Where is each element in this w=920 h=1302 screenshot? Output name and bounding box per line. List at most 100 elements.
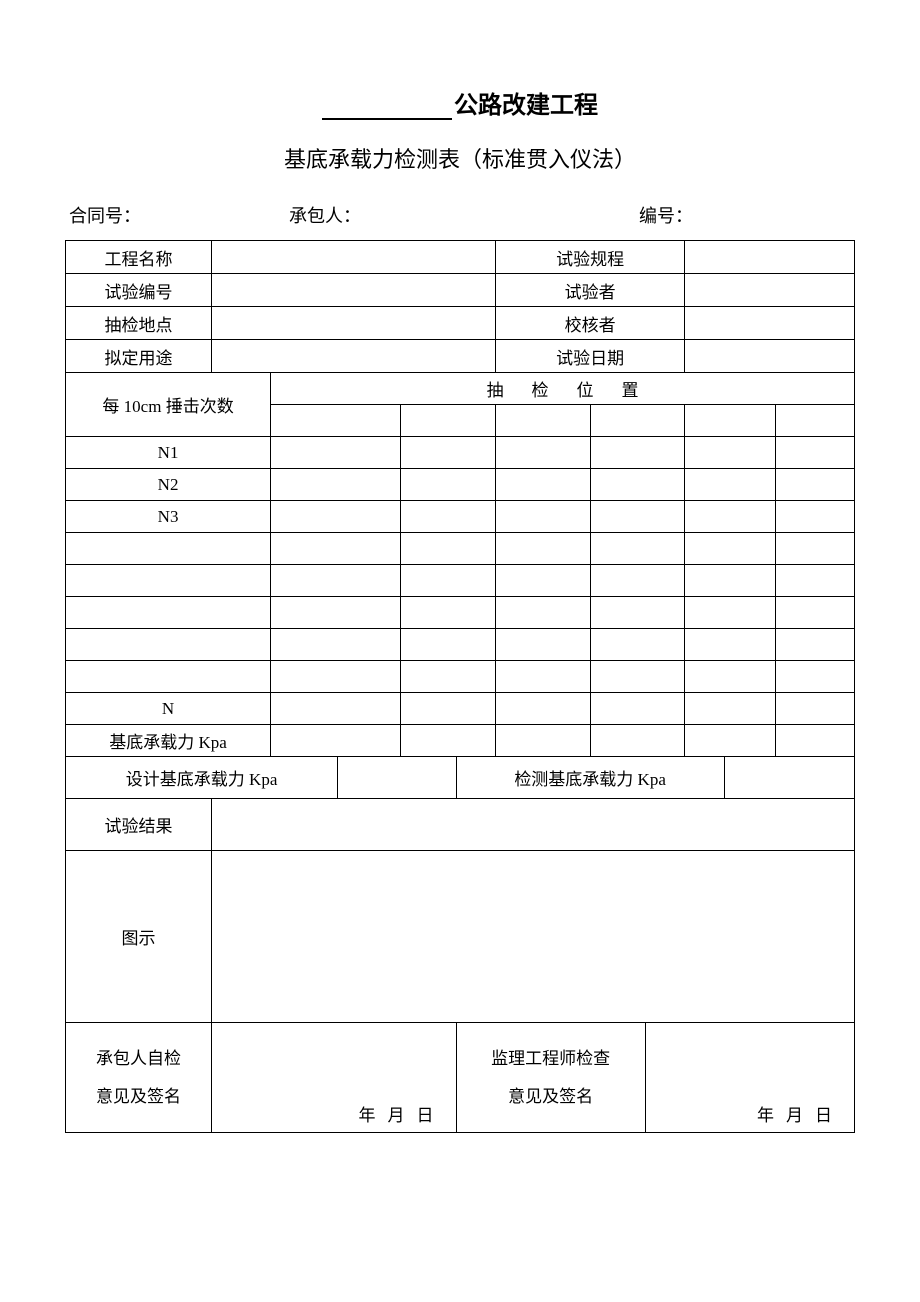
cell-empty bbox=[271, 469, 401, 501]
cell-empty bbox=[775, 565, 854, 597]
cell-n2: N2 bbox=[66, 469, 271, 501]
cell-empty bbox=[401, 437, 496, 469]
cell-test-date: 试验日期 bbox=[495, 340, 684, 373]
cell-empty bbox=[401, 597, 496, 629]
cell-empty bbox=[685, 437, 776, 469]
cell-empty bbox=[590, 725, 685, 757]
cell-contractor-sign: 承包人自检 意见及签名 bbox=[66, 1023, 212, 1133]
cell-empty bbox=[685, 501, 776, 533]
cell-supervisor-sign: 监理工程师检查 意见及签名 bbox=[456, 1023, 645, 1133]
cell-empty bbox=[495, 437, 590, 469]
cell-empty bbox=[401, 629, 496, 661]
cell-empty bbox=[685, 597, 776, 629]
cell-empty bbox=[401, 725, 496, 757]
cell-empty bbox=[775, 629, 854, 661]
supervisor-sign-line2: 意见及签名 bbox=[508, 1087, 593, 1106]
cell-empty bbox=[590, 565, 685, 597]
cell-tester: 试验者 bbox=[495, 274, 684, 307]
cell-empty bbox=[495, 661, 590, 693]
cell-test-number: 试验编号 bbox=[66, 274, 212, 307]
table-row: 试验编号 试验者 bbox=[66, 274, 855, 307]
cell-empty bbox=[66, 661, 271, 693]
cell-empty bbox=[590, 629, 685, 661]
cell-empty bbox=[685, 661, 776, 693]
table-row bbox=[66, 597, 855, 629]
cell-empty bbox=[66, 629, 271, 661]
number-label: 编号： bbox=[639, 202, 851, 228]
cell-empty bbox=[590, 437, 685, 469]
table-row bbox=[66, 661, 855, 693]
cell-supervisor-date: 年月日 bbox=[645, 1023, 854, 1133]
cell-empty bbox=[271, 661, 401, 693]
cell-empty bbox=[590, 533, 685, 565]
cell-test-spec: 试验规程 bbox=[495, 241, 684, 274]
cell-empty bbox=[271, 629, 401, 661]
cell-empty bbox=[685, 565, 776, 597]
supervisor-sign-line1: 监理工程师检查 bbox=[491, 1049, 610, 1068]
cell-hammer-count: 每 10cm 捶击次数 bbox=[66, 373, 271, 437]
table-row: 每 10cm 捶击次数 抽检位置 bbox=[66, 373, 855, 405]
cell-empty bbox=[271, 693, 401, 725]
cell-empty bbox=[685, 469, 776, 501]
cell-checker: 校核者 bbox=[495, 307, 684, 340]
cell-empty bbox=[775, 405, 854, 437]
contractor-sign-line2: 意见及签名 bbox=[96, 1087, 181, 1106]
cell-empty bbox=[590, 597, 685, 629]
date-text: 年月日 bbox=[359, 1101, 446, 1126]
cell-empty bbox=[271, 501, 401, 533]
cell-empty bbox=[66, 565, 271, 597]
cell-empty bbox=[495, 725, 590, 757]
table-row: N2 bbox=[66, 469, 855, 501]
table-row: 试验结果 bbox=[66, 799, 855, 851]
cell-empty bbox=[66, 597, 271, 629]
cell-empty bbox=[775, 501, 854, 533]
table-row: 抽检地点 校核者 bbox=[66, 307, 855, 340]
table-row: 基底承载力 Kpa bbox=[66, 725, 855, 757]
cell-empty bbox=[590, 661, 685, 693]
cell-empty bbox=[495, 469, 590, 501]
contractor-sign-line1: 承包人自检 bbox=[96, 1049, 181, 1068]
table-row: N3 bbox=[66, 501, 855, 533]
cell-empty bbox=[211, 274, 495, 307]
cell-n: N bbox=[66, 693, 271, 725]
contract-label: 合同号： bbox=[69, 202, 289, 228]
cell-empty bbox=[775, 437, 854, 469]
cell-empty bbox=[775, 693, 854, 725]
cell-empty bbox=[685, 629, 776, 661]
cell-contractor-date: 年月日 bbox=[211, 1023, 456, 1133]
cell-empty bbox=[401, 533, 496, 565]
cell-empty bbox=[724, 757, 854, 799]
cell-project-name: 工程名称 bbox=[66, 241, 212, 274]
cell-empty bbox=[685, 533, 776, 565]
cell-empty bbox=[271, 725, 401, 757]
cell-empty bbox=[495, 533, 590, 565]
cell-n3: N3 bbox=[66, 501, 271, 533]
title-blank bbox=[322, 118, 452, 120]
cell-empty bbox=[590, 693, 685, 725]
info-row: 合同号： 承包人： 编号： bbox=[65, 202, 855, 228]
table-row: 拟定用途 试验日期 bbox=[66, 340, 855, 373]
table-row bbox=[66, 533, 855, 565]
cell-empty bbox=[271, 597, 401, 629]
table-row bbox=[66, 565, 855, 597]
table-row: 承包人自检 意见及签名 年月日 监理工程师检查 意见及签名 年月日 bbox=[66, 1023, 855, 1133]
cell-empty bbox=[590, 501, 685, 533]
cell-empty bbox=[401, 405, 496, 437]
cell-empty bbox=[495, 597, 590, 629]
page-subtitle: 基底承载力检测表（标准贯入仪法） bbox=[65, 142, 855, 174]
cell-intended-use: 拟定用途 bbox=[66, 340, 212, 373]
date-text: 年月日 bbox=[757, 1101, 844, 1126]
cell-empty bbox=[401, 501, 496, 533]
cell-diagram: 图示 bbox=[66, 851, 212, 1023]
cell-design-bearing: 设计基底承载力 Kpa bbox=[66, 757, 338, 799]
cell-empty bbox=[211, 340, 495, 373]
cell-empty bbox=[775, 597, 854, 629]
table-row: 工程名称 试验规程 bbox=[66, 241, 855, 274]
cell-n1: N1 bbox=[66, 437, 271, 469]
cell-empty bbox=[685, 340, 855, 373]
cell-empty bbox=[271, 533, 401, 565]
cell-empty bbox=[775, 661, 854, 693]
cell-empty bbox=[401, 661, 496, 693]
table-row: 图示 bbox=[66, 851, 855, 1023]
table-row bbox=[66, 629, 855, 661]
